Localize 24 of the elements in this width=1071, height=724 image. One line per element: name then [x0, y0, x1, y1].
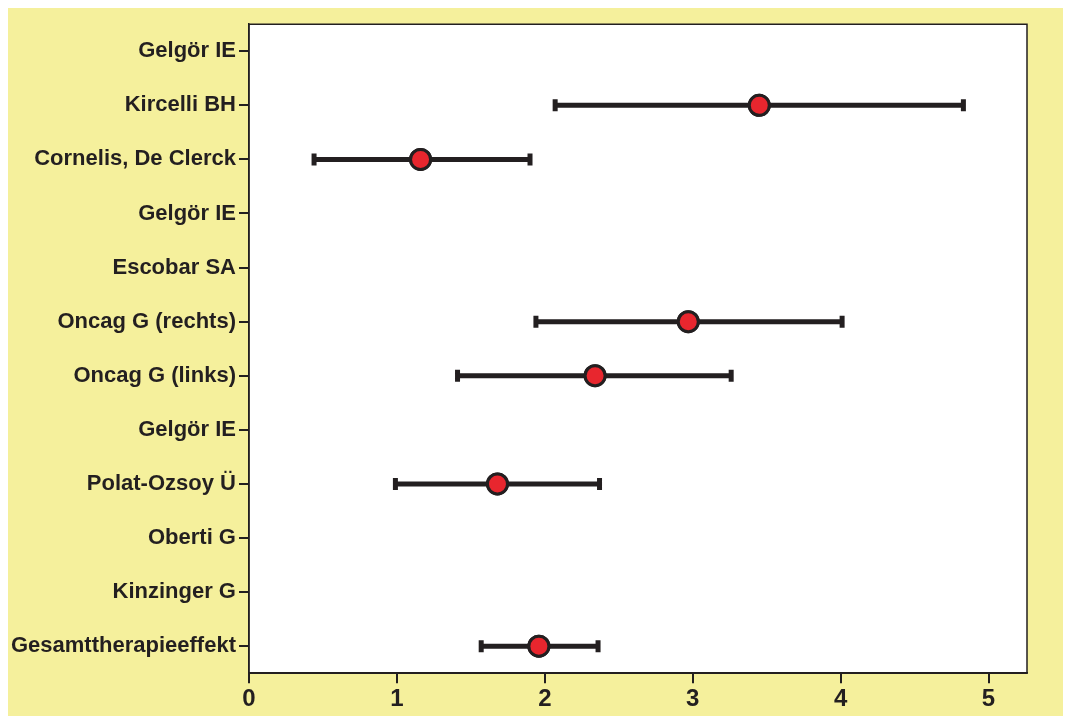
y-tick-label: Cornelis, De Clerck [34, 145, 237, 171]
x-tick-label: 2 [538, 684, 552, 712]
point [583, 364, 607, 388]
x-tick-label: 4 [833, 684, 848, 712]
x-tick-label: 1 [390, 684, 404, 712]
point [747, 93, 771, 117]
x-tick-label: 5 [981, 684, 996, 712]
y-tick-label: Kinzinger G [112, 578, 236, 604]
y-tick-label: Polat-Ozsoy Ü [86, 469, 236, 495]
point [409, 147, 433, 171]
y-tick-label: Kircelli BH [124, 91, 236, 117]
point [485, 472, 509, 496]
y-tick-label: Gesamttherapieeffekt [10, 632, 237, 658]
point [676, 310, 700, 334]
y-tick-label: Gelgör IE [138, 37, 236, 63]
x-tick-label: 3 [686, 684, 700, 712]
x-tick-label: 0 [242, 684, 256, 712]
y-tick-label: Oncag G (links) [73, 361, 236, 387]
y-tick-label: Oberti G [147, 524, 236, 550]
y-tick-label: Escobar SA [112, 253, 237, 279]
y-tick-label: Gelgör IE [138, 415, 236, 441]
y-tick-label: Gelgör IE [138, 199, 236, 225]
y-tick-label: Oncag G (rechts) [57, 307, 236, 333]
point [527, 634, 551, 658]
